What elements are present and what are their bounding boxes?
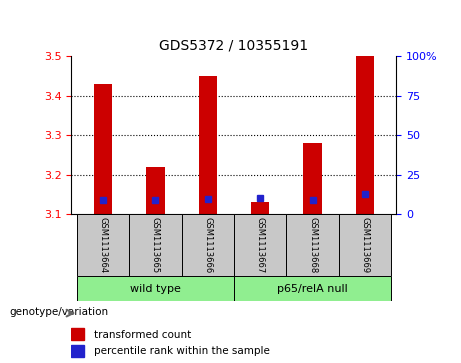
Text: GSM1113664: GSM1113664	[98, 217, 107, 273]
Text: GSM1113667: GSM1113667	[256, 217, 265, 273]
Bar	[234, 276, 391, 301]
Bar	[77, 276, 234, 301]
Bar	[182, 214, 234, 276]
Bar	[94, 84, 112, 214]
Bar	[303, 143, 322, 214]
Bar	[199, 76, 217, 214]
Text: GSM1113666: GSM1113666	[203, 217, 212, 273]
Title: GDS5372 / 10355191: GDS5372 / 10355191	[160, 38, 308, 52]
Bar	[71, 328, 84, 340]
Bar	[77, 214, 129, 276]
Text: GSM1113665: GSM1113665	[151, 217, 160, 273]
Text: wild type: wild type	[130, 284, 181, 294]
Bar	[234, 214, 286, 276]
Bar	[356, 56, 374, 214]
Text: genotype/variation: genotype/variation	[9, 307, 108, 317]
Text: transformed count: transformed count	[94, 330, 191, 339]
Text: p65/relA null: p65/relA null	[277, 284, 348, 294]
Bar	[129, 214, 182, 276]
Bar	[251, 202, 269, 214]
Bar	[146, 167, 165, 214]
Bar	[339, 214, 391, 276]
Text: percentile rank within the sample: percentile rank within the sample	[94, 346, 270, 356]
Bar	[286, 214, 339, 276]
Text: GSM1113668: GSM1113668	[308, 217, 317, 273]
Bar	[71, 344, 84, 356]
Text: GSM1113669: GSM1113669	[361, 217, 370, 273]
